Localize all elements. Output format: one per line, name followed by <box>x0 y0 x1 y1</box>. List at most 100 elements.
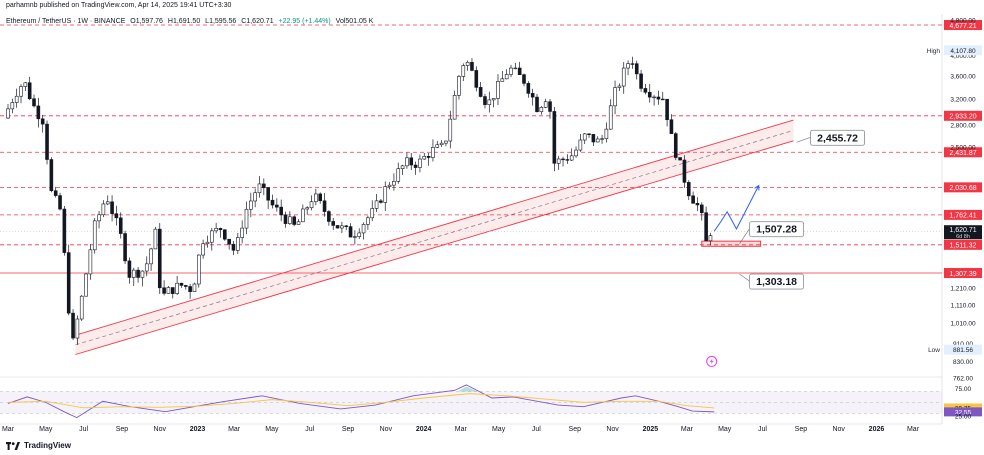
current-price-tag <box>944 225 982 240</box>
candle-body-116 <box>509 67 513 75</box>
price-tick-8: 1,010.00 <box>950 321 976 328</box>
projection-path[interactable] <box>713 184 760 232</box>
candle-body-22 <box>101 203 106 216</box>
price-callouts[interactable]: 2,455.72 1,507.28 1,303.18 <box>739 129 866 290</box>
candle-body-108 <box>474 70 479 88</box>
misc-layer <box>706 355 718 367</box>
price-axis[interactable]: 4,677.21 2,933.20 2,431.87 2,030.68 1,762.41… <box>927 17 982 383</box>
candle-body-21 <box>97 214 101 222</box>
candle-body-18 <box>84 273 88 297</box>
candle-body-31 <box>140 270 145 278</box>
candle-body-156 <box>682 159 687 183</box>
time-tick-20: Jul <box>758 426 767 433</box>
candle-body-111 <box>487 99 492 105</box>
candle-body-9 <box>45 123 49 160</box>
current-price-text: 1,620.71 <box>949 227 976 234</box>
callout-box-0[interactable] <box>810 129 866 146</box>
candle-body-146 <box>639 73 643 89</box>
candle-body-36 <box>162 287 166 294</box>
candle-body-160 <box>699 204 704 214</box>
candle-body-159 <box>695 203 700 206</box>
candle-body-1 <box>10 102 15 110</box>
candle-body-57 <box>253 192 257 202</box>
projection-arrowhead <box>754 184 760 191</box>
candle-body-124 <box>543 101 548 108</box>
candle-body-85 <box>374 200 379 209</box>
time-tick-16: Nov <box>606 426 619 433</box>
candle-body-131 <box>574 149 578 157</box>
demand-zone[interactable] <box>701 240 762 247</box>
candle-body-4 <box>23 82 28 87</box>
candle-body-52 <box>231 243 236 251</box>
candle-body-49 <box>218 228 223 231</box>
candle-body-162 <box>708 235 713 242</box>
symbol-name[interactable]: Ethereum / TetherUS · 1W · BINANCE <box>6 18 126 25</box>
candle-body-17 <box>79 295 84 320</box>
candle-body-73 <box>322 200 327 212</box>
candle-body-83 <box>366 217 370 225</box>
level-tag-3 <box>944 182 982 193</box>
candle-body-121 <box>530 93 535 98</box>
close-value: C1,620.71 <box>241 18 274 25</box>
candle-body-14 <box>66 252 71 314</box>
candle-body-11 <box>53 190 58 196</box>
candle-body-115 <box>504 74 509 80</box>
ascending-channel[interactable] <box>75 119 794 355</box>
candle-body-153 <box>669 119 674 134</box>
tradingview-logo-icon <box>6 441 20 450</box>
price-tick-7: 1,110.00 <box>951 302 976 309</box>
candle-body-119 <box>522 74 526 84</box>
candle-body-136 <box>595 138 600 143</box>
candle-body-125 <box>548 101 552 112</box>
candle-body-82 <box>361 224 366 234</box>
price-tick-6: 1,210.00 <box>950 286 976 293</box>
level-tag-6 <box>944 268 982 279</box>
grid-layer <box>0 14 943 425</box>
candle-body-61 <box>270 199 275 206</box>
candle-body-69 <box>305 207 309 210</box>
price-tick-5: 2,500.00 <box>950 144 976 151</box>
candle-body-112 <box>491 98 496 101</box>
candle-body-155 <box>678 157 682 161</box>
time-tick-12: Mar <box>455 426 468 433</box>
channel-upper-line[interactable] <box>75 119 794 336</box>
candle-body-23 <box>105 201 110 205</box>
candle-body-104 <box>457 76 461 96</box>
price-tick-4: 2,800.00 <box>950 122 976 129</box>
level-tag-1 <box>944 110 982 121</box>
channel-lower-line[interactable] <box>75 140 794 355</box>
level-tag-text-0: 4,677.21 <box>949 23 976 30</box>
candle-body-65 <box>288 216 292 224</box>
projection-polyline[interactable] <box>713 185 760 232</box>
candle-body-80 <box>353 236 357 238</box>
candle-body-50 <box>223 229 227 240</box>
time-tick-22: Nov <box>832 426 845 433</box>
candle-body-20 <box>92 220 97 251</box>
candle-body-152 <box>665 98 669 121</box>
time-tick-4: Nov <box>154 426 167 433</box>
candle-body-126 <box>552 111 557 164</box>
candle-body-37 <box>166 287 171 294</box>
callout-box-1[interactable] <box>749 221 805 238</box>
candle-body-134 <box>587 133 591 135</box>
level-tag-text-2: 2,431.87 <box>949 150 976 157</box>
callout-label-2: 1,303.18 <box>756 276 797 288</box>
candle-body-8 <box>40 118 45 125</box>
price-tick-0: 4,800.00 <box>950 17 976 24</box>
candle-body-10 <box>49 159 54 192</box>
callout-box-2[interactable] <box>749 273 805 290</box>
candle-body-15 <box>71 312 75 339</box>
demand-zone-rect[interactable] <box>701 240 762 247</box>
time-axis[interactable]: Mar May Jul Sep Nov 2023 Mar May Jul Sep Nov 2024 Ma… <box>2 426 920 433</box>
change-value: +22.95 (+1.44%) <box>278 18 331 25</box>
candle-body-91 <box>400 165 405 170</box>
candle-body-33 <box>149 248 153 265</box>
level-tag-5 <box>944 239 982 250</box>
time-tick-5: 2023 <box>190 426 206 433</box>
candle-body-107 <box>470 62 474 71</box>
tradingview-logo[interactable]: TradingView <box>6 441 71 450</box>
candles-layer <box>6 56 713 345</box>
candle-body-98 <box>431 147 435 158</box>
